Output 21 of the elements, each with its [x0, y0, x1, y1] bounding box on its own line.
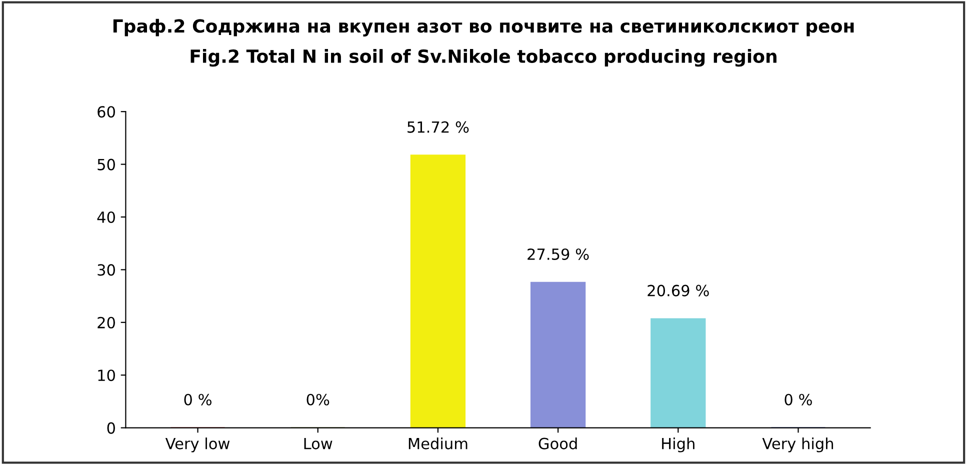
- data-label: 0 %: [784, 394, 812, 406]
- x-tick-label: Very low: [165, 438, 230, 452]
- y-tick-label: 50: [98, 158, 115, 170]
- data-label: 51.72 %: [408, 121, 469, 133]
- data-label: 0 %: [184, 394, 212, 406]
- y-tick-label: 40: [97, 211, 115, 224]
- chart-title: Граф.2 Содржина на вкупен азот во почвите на светиниколскиот реон: [113, 18, 854, 36]
- chart-subtitle: Fig.2 Total N in soil of Sv.Nikole tobacco producing region: [190, 49, 776, 67]
- x-tick-label: Very high: [762, 438, 834, 452]
- data-label: 0%: [306, 394, 330, 406]
- y-tick-label: 0: [107, 422, 115, 434]
- x-tick-label: Low: [304, 438, 332, 450]
- x-tick-label: Good: [538, 438, 577, 450]
- data-label: 20.69 %: [648, 284, 709, 296]
- y-tick-label: 30: [98, 264, 115, 276]
- y-tick-label: 20: [98, 316, 115, 328]
- y-tick-label: 60: [98, 106, 115, 118]
- x-tick-label: High: [662, 438, 694, 452]
- y-tick-label: 10: [98, 370, 115, 382]
- x-tick-label: Medium: [408, 438, 468, 450]
- data-label: 27.59 %: [528, 248, 589, 260]
